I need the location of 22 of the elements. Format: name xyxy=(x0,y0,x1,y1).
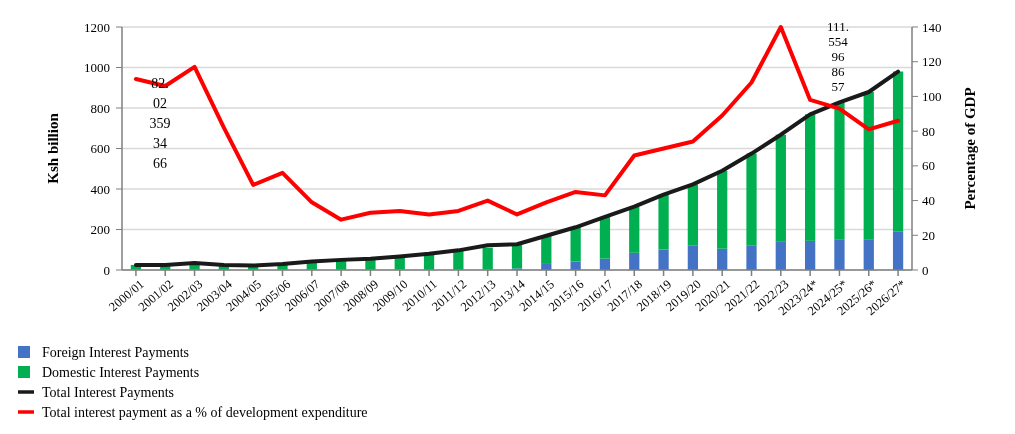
y2-tick-label: 140 xyxy=(922,19,942,35)
y-axis-title: Ksh billion xyxy=(45,112,61,184)
y2-tick-label: 100 xyxy=(922,88,942,104)
y2-tick-label: 20 xyxy=(922,227,935,243)
legend-label: Total Interest Payments xyxy=(42,384,174,400)
y-tick-label: 200 xyxy=(90,222,110,238)
annotation: 111. 554 96 86 57 xyxy=(827,19,849,94)
y2-tick-label: 120 xyxy=(922,54,942,70)
y2-tick-label: 0 xyxy=(922,262,929,278)
y2-tick-label: 60 xyxy=(922,158,935,174)
y-tick-label: 800 xyxy=(90,100,110,116)
y-tick-label: 600 xyxy=(90,141,110,157)
legend-label: Domestic Interest Payments xyxy=(42,364,200,380)
y-tick-label: 1000 xyxy=(84,60,110,76)
y-tick-label: 400 xyxy=(90,181,110,197)
y2-tick-label: 40 xyxy=(922,193,935,209)
y-tick-label: 1200 xyxy=(84,19,110,35)
y2-axis-title: Percentage of GDP xyxy=(962,87,978,210)
legend-label: Total interest payment as a % of development expenditure xyxy=(42,404,368,420)
y-tick-label: 0 xyxy=(103,262,110,278)
legend-label: Foreign Interest Payments xyxy=(42,344,189,360)
y2-tick-label: 80 xyxy=(922,123,935,139)
